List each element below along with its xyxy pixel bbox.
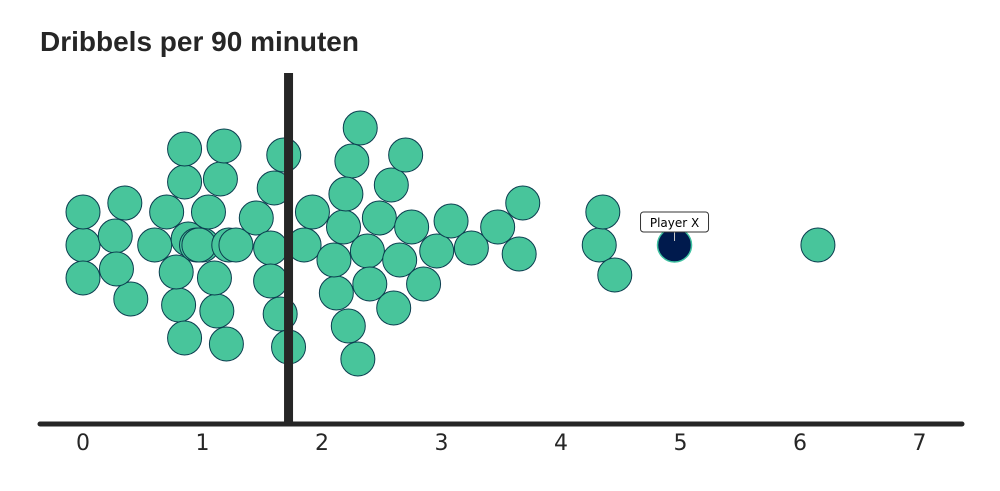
data-point [480, 209, 516, 245]
data-point [433, 203, 469, 239]
data-point [419, 233, 455, 269]
data-point [202, 161, 238, 197]
data-point [597, 257, 633, 293]
data-point [340, 341, 376, 377]
data-point [196, 260, 232, 296]
data-point [167, 164, 203, 200]
data-point [294, 194, 330, 230]
data-point [342, 110, 378, 146]
data-point [167, 320, 203, 356]
data-point [97, 218, 133, 254]
data-point [328, 176, 364, 212]
data-point [181, 227, 217, 263]
data-point [65, 260, 101, 296]
data-point [373, 167, 409, 203]
data-point [585, 194, 621, 230]
data-point [349, 233, 385, 269]
x-tick-label: 5 [674, 431, 688, 456]
data-point [501, 236, 537, 272]
data-point [352, 266, 388, 302]
data-point [65, 194, 101, 230]
x-tick-label: 0 [76, 431, 90, 456]
data-point [318, 275, 354, 311]
x-axis-ticks: 0 1 2 3 4 5 6 7 [76, 431, 927, 456]
data-point [253, 230, 289, 266]
points-layer [65, 110, 836, 377]
data-point [316, 242, 352, 278]
data-point [167, 131, 203, 167]
x-tick-label: 3 [435, 431, 449, 456]
data-point [149, 194, 185, 230]
data-point [98, 251, 134, 287]
data-point [65, 227, 101, 263]
data-point [190, 194, 226, 230]
x-tick-label: 1 [196, 431, 210, 456]
data-point [199, 293, 235, 329]
data-point [330, 308, 366, 344]
chart-title: Dribbels per 90 minuten [40, 26, 359, 57]
data-point [388, 137, 424, 173]
x-tick-label: 4 [554, 431, 568, 456]
data-point [113, 281, 149, 317]
highlight-label: Player X [650, 216, 699, 230]
data-point [361, 200, 397, 236]
data-point [208, 326, 244, 362]
data-point [218, 227, 254, 263]
data-point [266, 137, 302, 173]
data-point [206, 128, 242, 164]
x-tick-label: 2 [315, 431, 329, 456]
highlight-label-box [640, 211, 710, 233]
data-point [406, 266, 442, 302]
data-point [581, 227, 617, 263]
data-point [137, 227, 173, 263]
data-point [161, 287, 197, 323]
data-point [800, 227, 836, 263]
data-point [382, 242, 418, 278]
data-point [394, 209, 430, 245]
data-point [107, 185, 143, 221]
data-point [376, 290, 412, 326]
data-point [334, 143, 370, 179]
data-point [505, 185, 541, 221]
data-point [238, 200, 274, 236]
x-tick-label: 7 [913, 431, 927, 456]
data-point [158, 254, 194, 290]
highlight-layer: Player X [640, 211, 710, 263]
data-point [453, 230, 489, 266]
data-point [253, 263, 289, 299]
x-tick-label: 6 [793, 431, 807, 456]
